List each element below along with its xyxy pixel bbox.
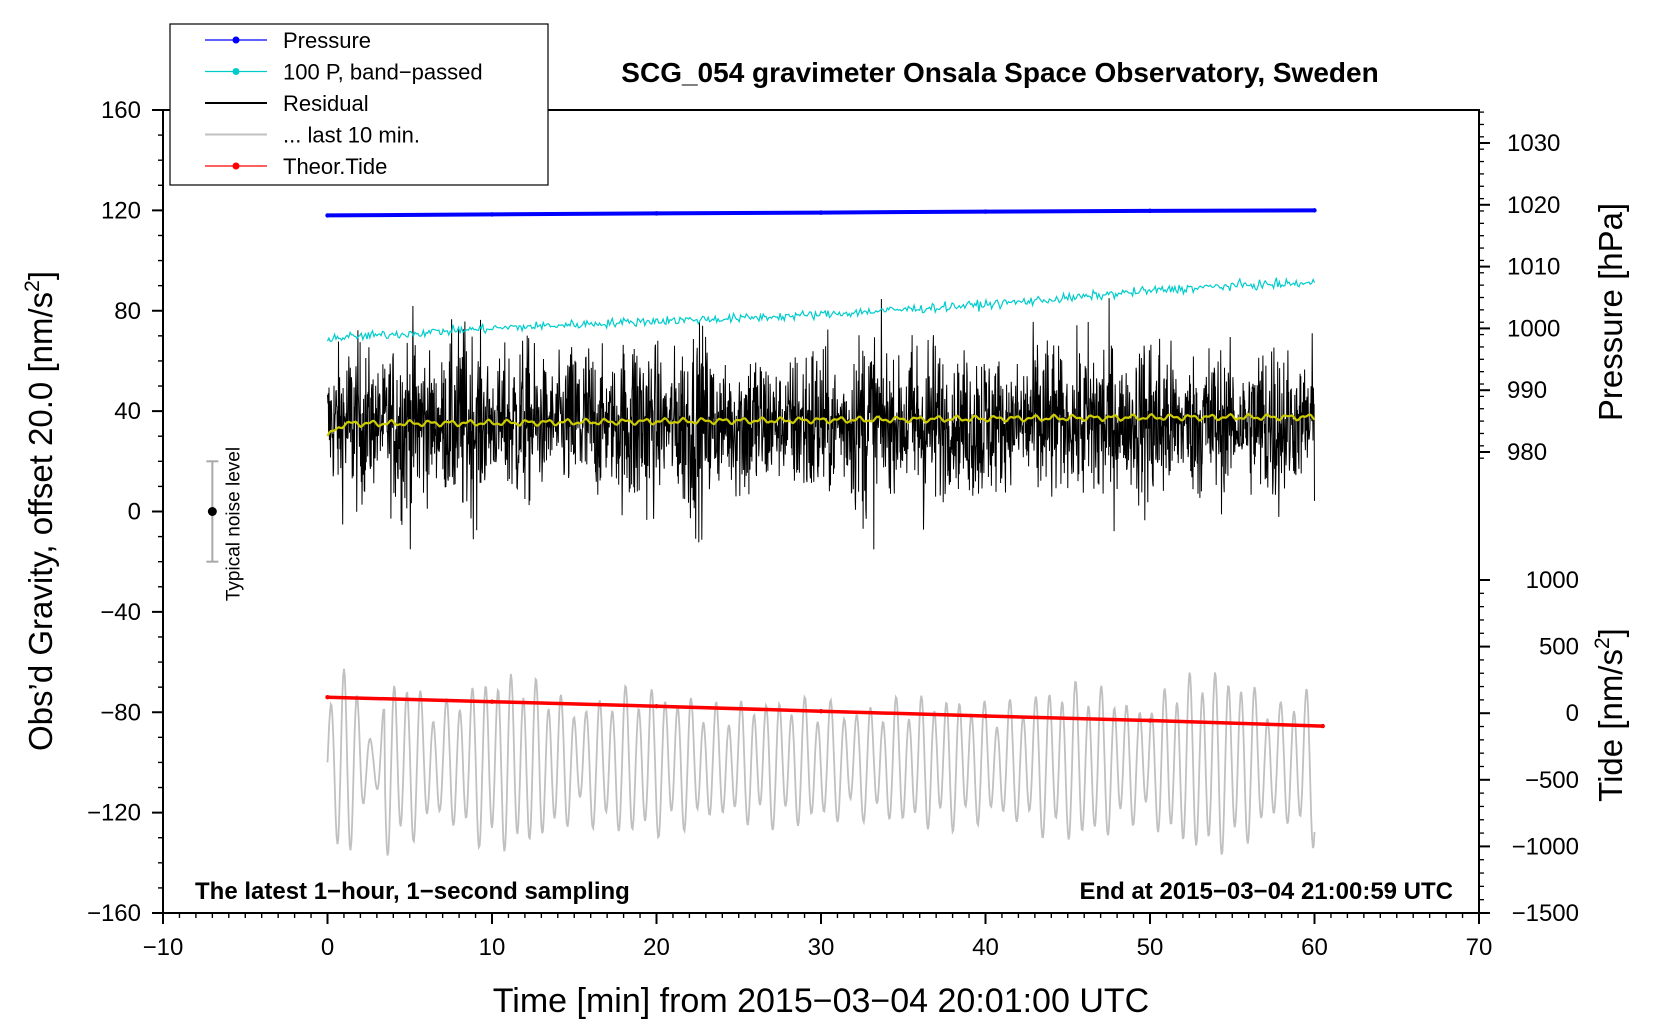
tide-point [325,694,330,700]
legend-label: ... last 10 min. [283,123,420,148]
legend: Pressure 100 P, band−passed Residual ... la… [169,23,549,186]
y-axis-label-main: Obs’d Gravity, offset 20.0 [nm/s [22,292,59,751]
y-tick-label: −40 [100,599,141,626]
pressure-tick-label: 990 [1507,377,1547,404]
annotation-sampling: The latest 1−hour, 1−second sampling [195,878,630,905]
noise-level-label: Typical noise level [223,447,244,601]
pressure-tick-label: 980 [1507,439,1547,466]
tide-tick-label: 1000 [1526,567,1579,594]
pressure-tick-label: 1000 [1507,315,1560,342]
pressure-point [818,210,824,215]
y-axis-label-close: ] [22,271,59,280]
y-tick-label: −80 [100,699,141,726]
x-tick-label: 70 [1466,934,1493,961]
x-axis-label: Time [min] from 2015−03−04 20:01:00 UTC [493,982,1149,1020]
y-axis-ticks: −160 −120 −80 −40 0 40 80 120 160 [87,97,163,927]
tide-tick-label: −1500 [1512,900,1579,927]
tide-axis-label: Tide [nm/s2] [1591,628,1629,802]
series-layer [325,208,1325,856]
pressure-point [1147,208,1153,214]
x-tick-label: 20 [643,934,670,961]
legend-swatch-dot [232,36,240,44]
pressure-point [983,209,988,214]
tide-point [1147,718,1153,723]
pressure-tick-label: 1010 [1507,254,1560,281]
y-tick-label: −160 [87,900,141,927]
pressure-tick-label: 1020 [1507,192,1560,219]
legend-label: Pressure [283,28,371,53]
pressure-point [325,213,330,218]
chart-title: SCG_054 gravimeter Onsala Space Observat… [621,57,1378,88]
legend-label: 100 P, band−passed [283,60,483,85]
legend-label: Residual [283,91,369,116]
tide-tick-label: −500 [1525,767,1579,794]
x-tick-label: 40 [972,934,999,961]
tide-point [489,699,495,704]
pressure-point [654,211,659,216]
legend-label: Theor.Tide [283,154,387,179]
x-tick-label: −10 [143,934,184,961]
y-tick-label: 80 [114,298,141,325]
pressure-axis-label: Pressure [hPa] [1592,203,1629,421]
tide-point [983,713,988,719]
noise-bar-center [207,507,217,516]
legend-swatch-dot [232,68,240,75]
y-tick-label: 0 [128,499,141,526]
x-tick-label: 30 [808,934,835,961]
legend-box [169,23,549,186]
y-tick-label: 40 [114,398,141,425]
series-residual [327,298,1315,550]
tide-axis-label-main: Tide [nm/s [1592,649,1629,802]
series-theor-tide [327,695,1323,728]
x-tick-label: 0 [321,934,334,961]
series-last-10-min [326,668,1316,856]
x-tick-label: 10 [479,934,506,961]
legend-swatch-dot [232,162,240,170]
y-axis-label-sup: 2 [21,280,44,292]
tide-tick-label: 500 [1539,634,1579,661]
y-tick-label: −120 [87,800,141,827]
pressure-axis-ticks: 980 990 1000 1010 1020 1030 [1479,111,1560,466]
annotation-end-time: End at 2015−03−04 21:00:59 UTC [1079,878,1453,905]
y-tick-label: 120 [101,197,141,224]
pressure-tick-label: 1030 [1507,130,1560,157]
tide-axis-label-sup: 2 [1591,637,1614,649]
y-tick-label: 160 [101,97,141,124]
tide-point [818,709,824,714]
tide-tick-label: −1000 [1512,833,1579,860]
tide-tick-label: 0 [1566,700,1579,727]
noise-bar [206,460,219,563]
series-band-passed [326,276,1316,343]
tide-axis-label-close: ] [1592,628,1629,637]
x-tick-label: 60 [1301,934,1328,961]
tide-point [654,704,659,709]
tide-point [1320,723,1325,729]
tide-axis-ticks: −1500 −1000 −500 0 500 1000 [1479,567,1579,927]
pressure-point [489,212,495,217]
y-axis-label: Obs’d Gravity, offset 20.0 [nm/s2] [21,271,59,751]
series-smoothed [326,412,1316,437]
x-axis-ticks: −10 0 10 20 30 40 50 60 70 [143,913,1493,961]
plot-frame [162,109,1480,914]
x-tick-label: 50 [1137,934,1164,961]
pressure-point [1312,208,1317,213]
